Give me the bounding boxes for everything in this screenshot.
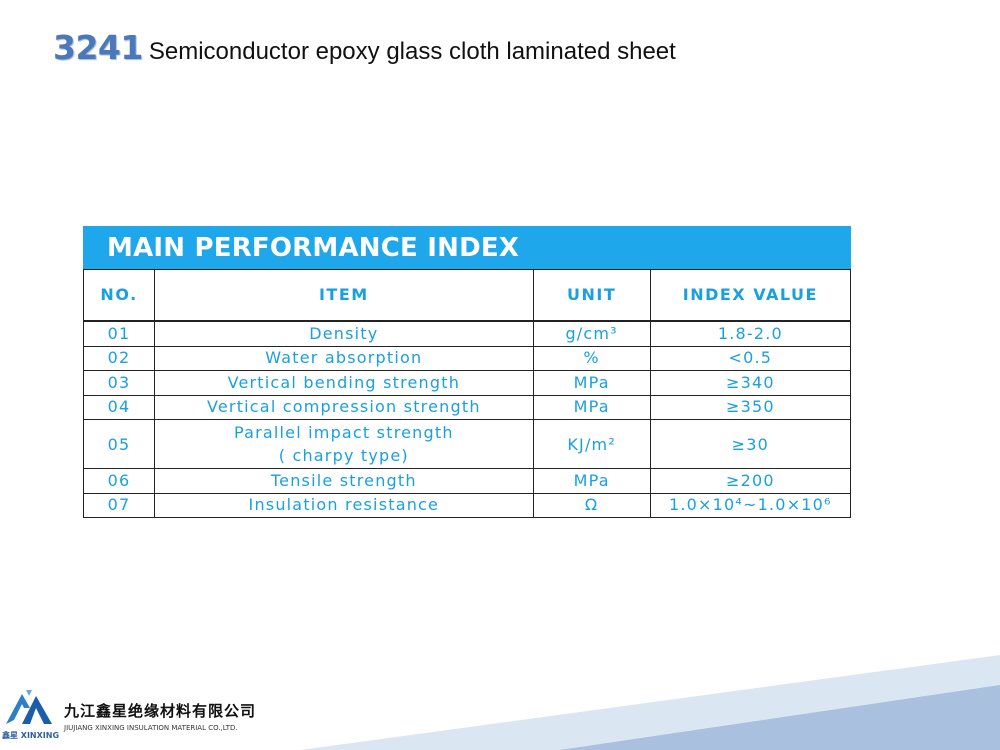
logo-text: 鑫星 XINXING	[2, 731, 60, 740]
model-number: 3241	[53, 28, 143, 67]
row-unit: MPa	[532, 394, 651, 420]
row-value: ≥200	[649, 468, 852, 494]
row-value: ≥350	[649, 394, 852, 420]
page-title: 3241 Semiconductor epoxy glass cloth lam…	[53, 28, 676, 67]
table-row: 01 Density g/cm³ 1.8-2.0	[82, 320, 852, 347]
column-header-index-value: INDEX VALUE	[649, 269, 852, 322]
company-name-english: JIUJIANG XINXING INSULATION MATERIAL CO.…	[64, 724, 238, 732]
table-header-row: NO. ITEM UNIT INDEX VALUE	[82, 269, 852, 322]
row-item: Water absorption	[154, 345, 534, 371]
row-unit: %	[532, 345, 651, 371]
row-no: 04	[82, 394, 156, 420]
footer-band-dark	[560, 685, 1000, 750]
company-branding: 鑫星 XINXING 九江鑫星绝缘材料有限公司 JIUJIANG XINXING…	[0, 682, 260, 750]
row-unit: g/cm³	[532, 320, 651, 347]
row-item: Vertical compression strength	[154, 394, 534, 420]
table-row: 03 Vertical bending strength MPa ≥340	[82, 370, 852, 396]
row-unit: MPa	[532, 370, 651, 396]
column-header-item: ITEM	[154, 269, 534, 322]
row-item: Density	[154, 320, 534, 347]
column-header-unit: UNIT	[532, 269, 651, 322]
product-name: Semiconductor epoxy glass cloth laminate…	[148, 38, 676, 65]
row-item: Insulation resistance	[154, 492, 534, 518]
table-title: MAIN PERFORMANCE INDEX	[107, 232, 520, 263]
row-value: ≥30	[649, 419, 852, 469]
row-unit: MPa	[532, 468, 651, 494]
row-no: 05	[82, 419, 156, 469]
row-no: 01	[82, 320, 156, 347]
table-row: 04 Vertical compression strength MPa ≥35…	[82, 394, 852, 420]
table-title-bar: MAIN PERFORMANCE INDEX	[83, 226, 851, 269]
row-item: Vertical bending strength	[154, 370, 534, 396]
row-value: <0.5	[649, 345, 852, 371]
row-no: 07	[82, 492, 156, 518]
table-row: 05 Parallel impact strength ( charpy typ…	[82, 419, 852, 469]
row-unit: Ω	[532, 492, 651, 518]
company-name-chinese: 九江鑫星绝缘材料有限公司	[64, 702, 257, 720]
table-row: 06 Tensile strength MPa ≥200	[82, 468, 852, 494]
performance-table-section: MAIN PERFORMANCE INDEX NO. ITEM UNIT IND…	[82, 226, 852, 518]
column-header-no: NO.	[82, 269, 156, 322]
row-item: Parallel impact strength ( charpy type)	[154, 419, 534, 469]
performance-table: NO. ITEM UNIT INDEX VALUE 01 Density g/c…	[82, 269, 852, 518]
row-item-line-1: Parallel impact strength	[233, 423, 454, 442]
row-item-line-2: ( charpy type)	[278, 446, 409, 465]
row-item: Tensile strength	[154, 468, 534, 494]
row-no: 02	[82, 345, 156, 371]
table-row: 07 Insulation resistance Ω 1.0×10⁴~1.0×1…	[82, 492, 852, 518]
row-value: 1.8-2.0	[649, 320, 852, 347]
table-row: 02 Water absorption % <0.5	[82, 345, 852, 371]
row-value: ≥340	[649, 370, 852, 396]
row-unit: KJ/m²	[532, 419, 651, 469]
row-no: 03	[82, 370, 156, 396]
row-no: 06	[82, 468, 156, 494]
footer-decorative-band	[300, 655, 1000, 750]
row-value: 1.0×10⁴~1.0×10⁶	[649, 492, 852, 518]
company-logo-icon	[6, 690, 52, 724]
